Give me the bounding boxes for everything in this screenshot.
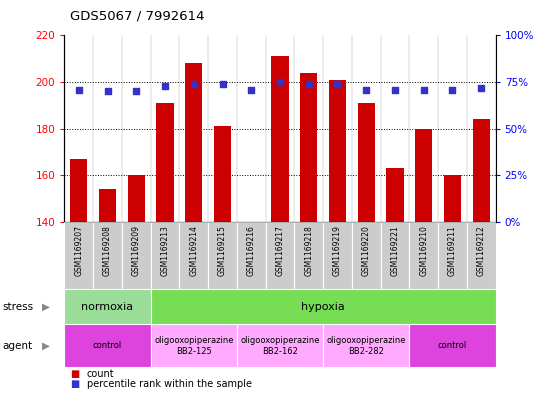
- Bar: [323, 324, 409, 367]
- Text: oligooxopiperazine
BB2-125: oligooxopiperazine BB2-125: [154, 336, 234, 356]
- Bar: [438, 222, 467, 289]
- Text: GSM1169219: GSM1169219: [333, 225, 342, 276]
- Bar: [473, 119, 490, 222]
- Bar: [409, 222, 438, 289]
- Bar: [64, 222, 93, 289]
- Point: [362, 86, 371, 93]
- Text: GSM1169216: GSM1169216: [247, 225, 256, 276]
- Bar: [467, 222, 496, 289]
- Text: GSM1169211: GSM1169211: [448, 225, 457, 276]
- Text: stress: stress: [3, 301, 34, 312]
- Text: ■: ■: [70, 379, 80, 389]
- Bar: [64, 289, 151, 324]
- Bar: [208, 222, 237, 289]
- Text: normoxia: normoxia: [81, 301, 134, 312]
- Point: [333, 81, 342, 87]
- Text: count: count: [87, 369, 114, 379]
- Text: control: control: [93, 342, 122, 350]
- Text: ▶: ▶: [42, 301, 50, 312]
- Point: [74, 86, 83, 93]
- Point: [189, 81, 198, 87]
- Bar: [272, 56, 288, 222]
- Point: [419, 86, 428, 93]
- Point: [218, 81, 227, 87]
- Text: GSM1169214: GSM1169214: [189, 225, 198, 276]
- Point: [390, 86, 399, 93]
- Bar: [156, 103, 174, 222]
- Bar: [179, 222, 208, 289]
- Bar: [70, 159, 87, 222]
- Text: GSM1169217: GSM1169217: [276, 225, 284, 276]
- Bar: [214, 127, 231, 222]
- Bar: [122, 222, 151, 289]
- Point: [161, 83, 170, 89]
- Text: ■: ■: [70, 369, 80, 379]
- Text: oligooxopiperazine
BB2-282: oligooxopiperazine BB2-282: [326, 336, 406, 356]
- Bar: [237, 222, 265, 289]
- Bar: [64, 324, 151, 367]
- Bar: [415, 129, 432, 222]
- Bar: [151, 289, 496, 324]
- Bar: [99, 189, 116, 222]
- Text: percentile rank within the sample: percentile rank within the sample: [87, 379, 252, 389]
- Text: GSM1169208: GSM1169208: [103, 225, 112, 276]
- Point: [103, 88, 112, 94]
- Bar: [93, 222, 122, 289]
- Bar: [151, 222, 179, 289]
- Text: agent: agent: [3, 341, 33, 351]
- Text: GSM1169215: GSM1169215: [218, 225, 227, 276]
- Text: GDS5067 / 7992614: GDS5067 / 7992614: [70, 10, 204, 23]
- Text: oligooxopiperazine
BB2-162: oligooxopiperazine BB2-162: [240, 336, 320, 356]
- Bar: [300, 73, 318, 222]
- Text: GSM1169220: GSM1169220: [362, 225, 371, 276]
- Bar: [151, 324, 237, 367]
- Bar: [352, 222, 381, 289]
- Point: [132, 88, 141, 94]
- Point: [247, 86, 256, 93]
- Point: [477, 84, 486, 91]
- Point: [304, 81, 313, 87]
- Text: ▶: ▶: [42, 341, 50, 351]
- Text: GSM1169212: GSM1169212: [477, 225, 486, 276]
- Bar: [381, 222, 409, 289]
- Text: GSM1169209: GSM1169209: [132, 225, 141, 276]
- Point: [276, 79, 284, 85]
- Bar: [409, 324, 496, 367]
- Bar: [323, 222, 352, 289]
- Bar: [295, 222, 323, 289]
- Bar: [358, 103, 375, 222]
- Bar: [444, 175, 461, 222]
- Text: GSM1169210: GSM1169210: [419, 225, 428, 276]
- Point: [448, 86, 457, 93]
- Bar: [128, 175, 145, 222]
- Text: GSM1169221: GSM1169221: [390, 225, 399, 276]
- Bar: [329, 80, 346, 222]
- Text: GSM1169218: GSM1169218: [304, 225, 313, 276]
- Bar: [185, 63, 202, 222]
- Text: control: control: [438, 342, 467, 350]
- Bar: [237, 324, 323, 367]
- Text: GSM1169213: GSM1169213: [161, 225, 170, 276]
- Text: GSM1169207: GSM1169207: [74, 225, 83, 276]
- Text: hypoxia: hypoxia: [301, 301, 345, 312]
- Bar: [265, 222, 295, 289]
- Bar: [386, 168, 404, 222]
